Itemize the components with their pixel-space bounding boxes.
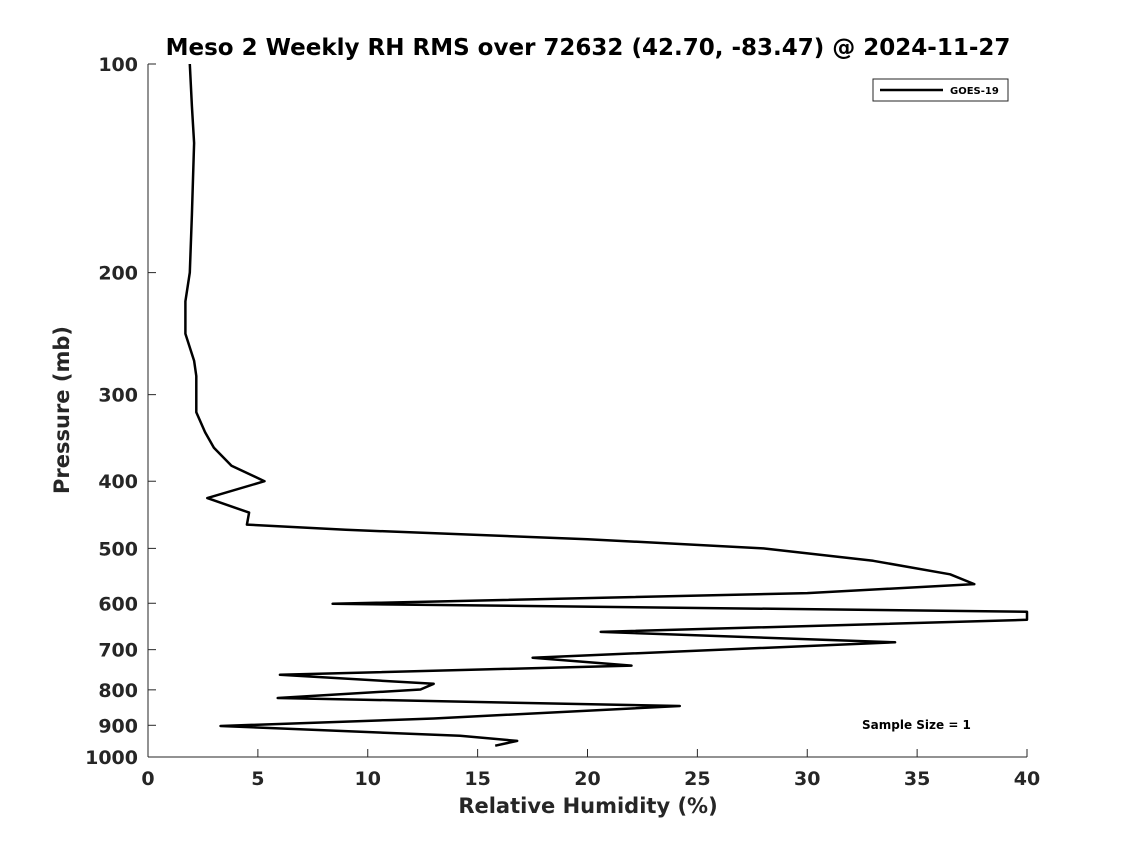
x-tick-label: 40	[1014, 768, 1040, 790]
axes	[147, 64, 1027, 758]
y-axis-label: Pressure (mb)	[50, 326, 74, 494]
series-line-goes-19	[184, 63, 1029, 747]
y-tick-label: 700	[98, 640, 138, 662]
x-tick-label: 15	[464, 768, 490, 790]
x-tick-label: 35	[904, 768, 930, 790]
x-tick-label: 25	[684, 768, 710, 790]
legend-label-goes-19: GOES-19	[950, 86, 999, 97]
x-tick-label: 10	[355, 768, 381, 790]
y-tick-label: 500	[98, 538, 138, 560]
x-tick-label: 0	[141, 768, 154, 790]
x-ticks: 0 5 10 15 20 25 30 35 40	[141, 749, 1040, 790]
x-tick-label: 5	[251, 768, 264, 790]
y-tick-label: 300	[98, 385, 138, 407]
x-axis-label: Relative Humidity (%)	[458, 794, 717, 818]
sample-size-annotation: Sample Size = 1	[862, 718, 971, 732]
y-tick-label: 400	[98, 471, 138, 493]
y-tick-label: 1000	[85, 747, 138, 769]
legend: GOES-19	[872, 78, 1009, 102]
y-tick-label: 100	[98, 54, 138, 76]
chart-title: Meso 2 Weekly RH RMS over 72632 (42.70, …	[166, 35, 1011, 61]
y-tick-label: 900	[98, 715, 138, 737]
y-tick-label: 800	[98, 680, 138, 702]
y-ticks: 100 200 300 400 500 600 700 800 900 1000	[85, 54, 156, 769]
y-tick-label: 600	[98, 593, 138, 615]
y-tick-label: 200	[98, 263, 138, 285]
x-tick-label: 30	[794, 768, 820, 790]
x-tick-label: 20	[574, 768, 600, 790]
